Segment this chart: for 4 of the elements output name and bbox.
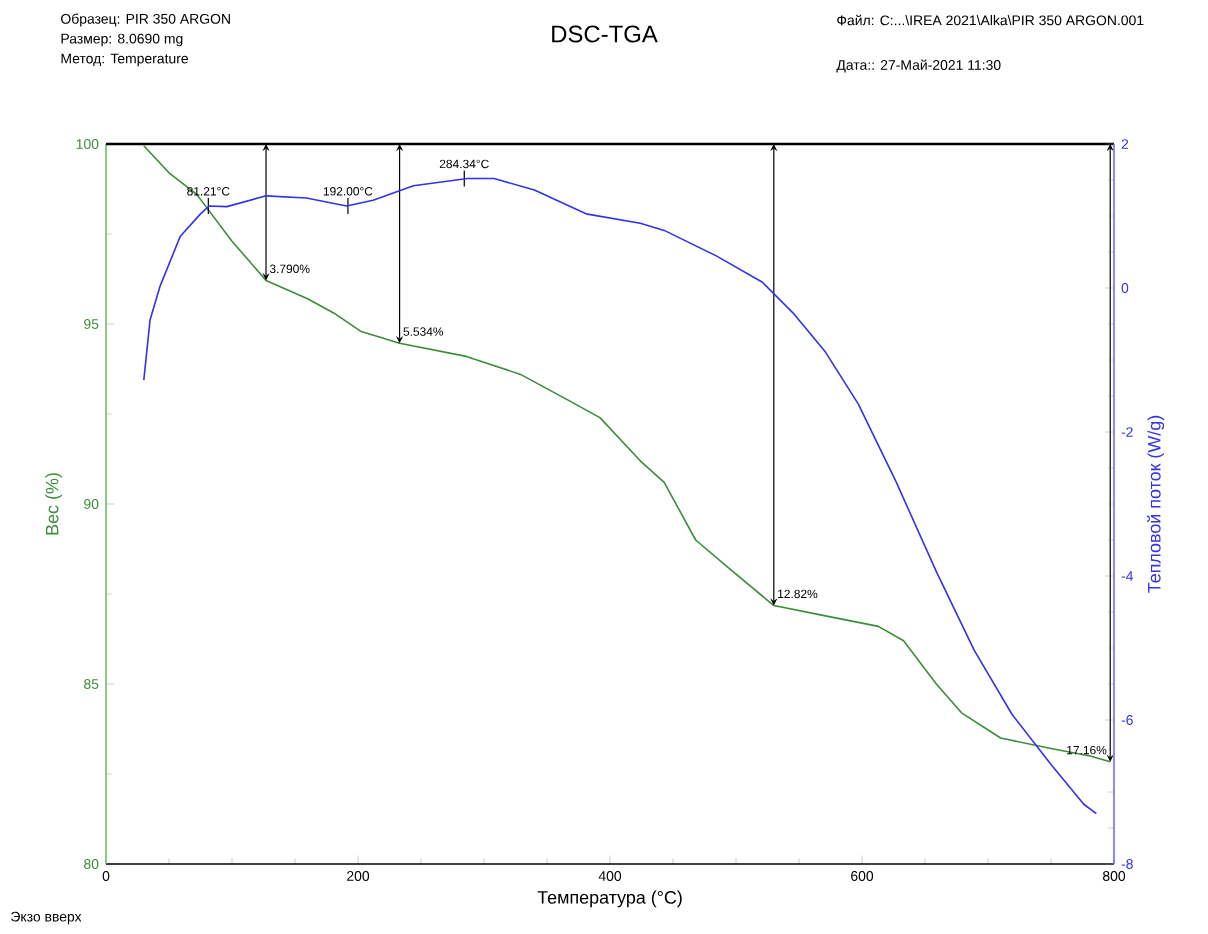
chart-title: DSC-TGA	[552, 25, 658, 43]
y-axis-title: Вес (%)	[45, 473, 63, 535]
y2-axis-title: Тепловой поток (W/g)	[1147, 415, 1165, 593]
x-axis-title: Температура (°C)	[537, 890, 682, 908]
